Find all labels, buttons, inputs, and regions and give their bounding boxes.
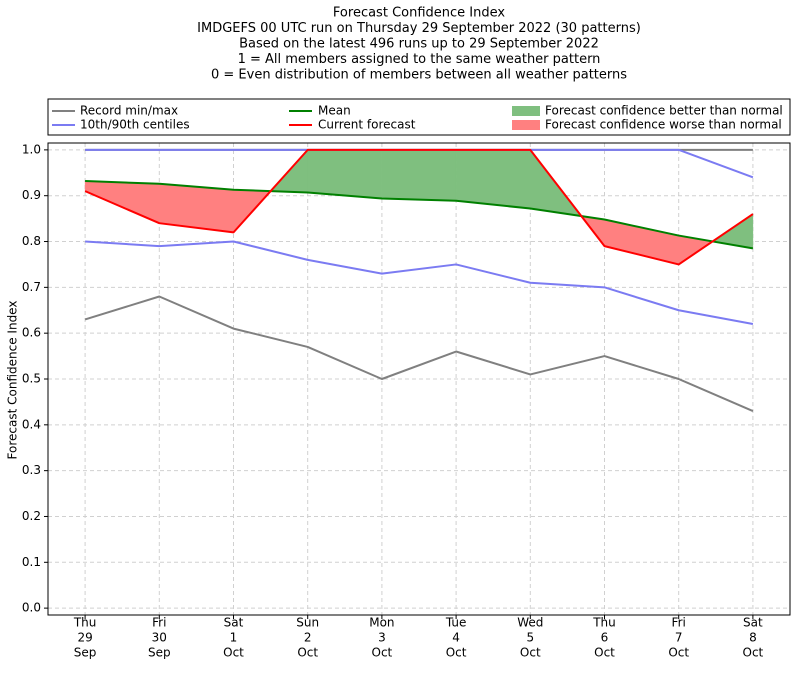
y-axis-label: Forecast Confidence Index bbox=[6, 301, 20, 460]
y-tick-label: 0.8 bbox=[22, 234, 41, 248]
x-tick-label: Sun bbox=[296, 616, 319, 630]
x-tick-label: Oct bbox=[594, 646, 615, 660]
x-tick-label: Tue bbox=[445, 616, 467, 630]
legend-swatch bbox=[512, 120, 540, 130]
x-tick-label: Fri bbox=[152, 616, 166, 630]
y-tick-label: 0.9 bbox=[22, 188, 41, 202]
chart-title: 0 = Even distribution of members between… bbox=[211, 68, 627, 83]
series-line-low bbox=[84, 295, 754, 412]
chart-title: 1 = All members assigned to the same wea… bbox=[238, 52, 601, 67]
x-tick-label: Oct bbox=[372, 646, 393, 660]
x-tick-label: 30 bbox=[152, 631, 167, 645]
x-tick-label: Sat bbox=[743, 616, 763, 630]
y-tick-label: 0.0 bbox=[22, 601, 41, 615]
series-line bbox=[85, 180, 754, 250]
x-tick-label: Oct bbox=[668, 646, 689, 660]
x-tick-label: 8 bbox=[749, 631, 757, 645]
plot-area: 0.00.10.20.30.40.50.60.70.80.91.0Thu29Se… bbox=[22, 142, 791, 660]
x-tick-label: 4 bbox=[452, 631, 460, 645]
x-tick-label: 1 bbox=[230, 631, 238, 645]
x-tick-label: Oct bbox=[446, 646, 467, 660]
x-tick-label: Oct bbox=[520, 646, 541, 660]
y-tick-label: 0.4 bbox=[22, 417, 41, 431]
x-tick-label: 3 bbox=[378, 631, 386, 645]
x-tick-label: 5 bbox=[526, 631, 534, 645]
x-tick-label: Wed bbox=[517, 616, 543, 630]
x-tick-label: Fri bbox=[672, 616, 686, 630]
legend-label: Current forecast bbox=[318, 118, 416, 132]
x-tick-label: 29 bbox=[77, 631, 92, 645]
legend-label: Forecast confidence better than normal bbox=[545, 104, 783, 118]
x-tick-label: Oct bbox=[743, 646, 764, 660]
fill-worse bbox=[604, 219, 679, 265]
y-tick-label: 1.0 bbox=[22, 142, 41, 156]
series-line-low bbox=[85, 240, 754, 325]
y-tick-label: 0.2 bbox=[22, 509, 41, 523]
fill-better bbox=[381, 149, 457, 201]
x-tick-label: 6 bbox=[601, 631, 609, 645]
legend-label: Mean bbox=[318, 104, 351, 118]
chart-title: Based on the latest 496 runs up to 29 Se… bbox=[239, 37, 599, 52]
y-tick-label: 0.3 bbox=[22, 463, 41, 477]
x-tick-label: 7 bbox=[675, 631, 683, 645]
fill-better bbox=[455, 149, 531, 209]
y-tick-label: 0.5 bbox=[22, 372, 41, 386]
plot-frame bbox=[47, 142, 791, 616]
y-tick-label: 0.6 bbox=[22, 326, 41, 340]
y-tick-label: 0.7 bbox=[22, 280, 41, 294]
x-tick-label: Thu bbox=[73, 616, 97, 630]
legend-label: Record min/max bbox=[80, 104, 178, 118]
legend-label: 10th/90th centiles bbox=[80, 118, 190, 132]
fill-worse bbox=[84, 180, 160, 224]
legend-swatch bbox=[512, 106, 540, 116]
x-tick-label: Sep bbox=[148, 646, 171, 660]
chart-title: IMDGEFS 00 UTC run on Thursday 29 Septem… bbox=[197, 21, 641, 36]
x-tick-label: Sat bbox=[224, 616, 244, 630]
legend bbox=[47, 98, 791, 136]
x-tick-label: 2 bbox=[304, 631, 312, 645]
x-tick-label: Thu bbox=[592, 616, 616, 630]
x-tick-label: Oct bbox=[297, 646, 318, 660]
x-tick-label: Sep bbox=[74, 646, 97, 660]
series-line bbox=[84, 148, 754, 266]
chart-title: Forecast Confidence Index bbox=[333, 6, 505, 21]
y-tick-label: 0.1 bbox=[22, 555, 41, 569]
x-tick-label: Oct bbox=[223, 646, 244, 660]
x-tick-label: Mon bbox=[369, 616, 394, 630]
legend-label: Forecast confidence worse than normal bbox=[545, 118, 782, 132]
fill-better bbox=[307, 149, 383, 199]
